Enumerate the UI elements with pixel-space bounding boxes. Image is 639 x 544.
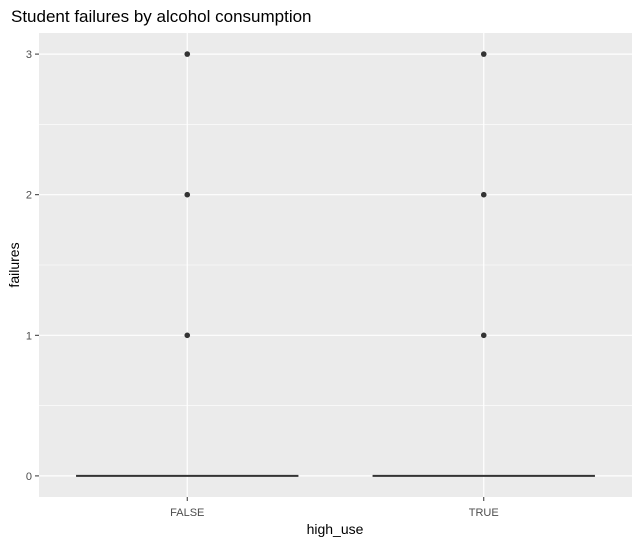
y-tick-label: 0: [26, 471, 32, 483]
outlier-point: [480, 191, 487, 198]
chart-title: Student failures by alcohol consumption: [11, 7, 312, 26]
outlier-point: [480, 332, 487, 339]
x-tick-label: FALSE: [170, 507, 204, 519]
y-axis-title: failures: [6, 242, 22, 287]
y-tick-label: 2: [26, 190, 32, 202]
box-false: [76, 51, 299, 477]
x-axis-title: high_use: [307, 521, 364, 537]
boxes: [76, 51, 595, 477]
x-tick-label: TRUE: [469, 507, 499, 519]
x-axis-ticks: FALSE TRUE: [170, 497, 499, 519]
outlier-point: [184, 332, 191, 339]
y-axis-ticks: 0 1 2 3: [26, 49, 39, 483]
y-tick-label: 1: [26, 330, 32, 342]
y-tick-label: 3: [26, 49, 32, 61]
outlier-point: [480, 51, 487, 57]
box-true: [372, 51, 595, 477]
outlier-point: [184, 51, 191, 57]
outlier-point: [184, 191, 191, 198]
